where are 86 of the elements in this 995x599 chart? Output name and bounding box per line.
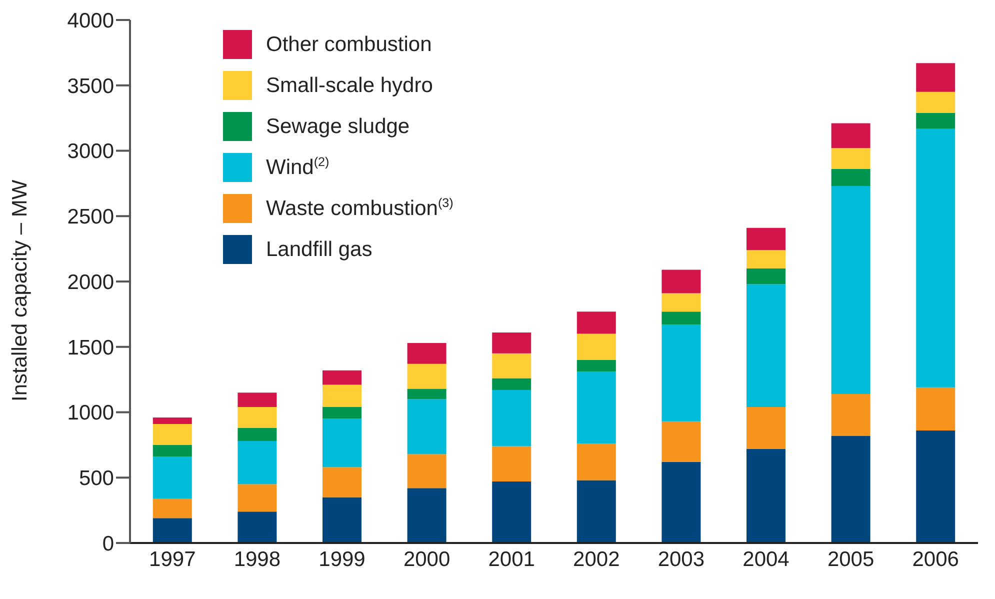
x-tick-label: 2003 — [658, 548, 705, 571]
y-tick-label: 1000 — [67, 402, 114, 425]
bar — [831, 436, 870, 543]
y-tick-label: 3000 — [67, 140, 114, 164]
bar — [238, 484, 277, 512]
bar — [831, 186, 870, 394]
bar — [916, 112, 956, 129]
bar — [238, 512, 277, 543]
bar — [746, 407, 786, 449]
x-tick-label: 2001 — [488, 548, 535, 571]
bar — [916, 128, 956, 388]
bar — [831, 394, 870, 436]
bar — [746, 228, 786, 250]
bar — [576, 480, 616, 543]
bar — [238, 407, 277, 428]
x-tick-label: 1999 — [318, 548, 366, 571]
x-tick-label: 1998 — [234, 548, 281, 571]
bar — [322, 418, 362, 468]
bar — [492, 378, 532, 390]
bar — [492, 332, 532, 354]
bar — [152, 456, 192, 499]
bar — [746, 448, 786, 543]
bar — [916, 92, 956, 113]
bar — [322, 370, 362, 385]
bar — [576, 372, 616, 444]
y-tick-label: 4000 — [67, 9, 114, 32]
bar — [152, 424, 192, 445]
bar — [831, 169, 870, 186]
bar — [152, 417, 192, 424]
bar — [662, 270, 701, 294]
bar — [407, 364, 446, 389]
bar — [322, 467, 362, 498]
x-tick-label: 2005 — [827, 548, 874, 571]
legend-label: Sewage sludge — [266, 114, 410, 138]
bar — [152, 444, 192, 457]
bar — [662, 462, 701, 543]
y-tick-label: 500 — [78, 467, 114, 490]
bar — [662, 293, 701, 312]
bar — [576, 312, 616, 334]
bar — [407, 454, 446, 488]
bar — [238, 441, 277, 484]
y-axis-title: Installed capacity – MW — [8, 180, 32, 402]
bar — [916, 63, 956, 92]
bar — [152, 518, 192, 543]
bar — [492, 353, 532, 378]
bar — [831, 123, 870, 148]
y-tick-label: 1500 — [67, 336, 114, 360]
bar — [492, 482, 532, 543]
bar — [576, 360, 616, 372]
bar — [238, 392, 277, 408]
bar — [576, 334, 616, 360]
bar — [662, 421, 701, 462]
bar — [152, 498, 192, 518]
bar — [916, 430, 956, 543]
bar — [492, 446, 532, 482]
legend-label: Landfill gas — [266, 238, 372, 260]
bar — [407, 342, 446, 364]
bar — [576, 444, 616, 480]
bar — [322, 407, 362, 419]
bar — [238, 428, 277, 442]
y-tick-label: 2500 — [67, 206, 114, 229]
bar — [322, 497, 362, 543]
bar — [407, 488, 446, 543]
y-tick-label: 0 — [102, 532, 114, 556]
bar — [916, 387, 956, 431]
bar — [662, 312, 701, 325]
x-tick-label: 1997 — [149, 548, 196, 571]
legend-label: Waste combustion$^{(3)}$ — [266, 196, 454, 220]
x-tick-label: 2002 — [573, 548, 620, 571]
legend-label: Wind$^{(2)}$ — [266, 155, 330, 179]
x-tick-label: 2000 — [403, 548, 450, 571]
bar — [662, 324, 701, 422]
legend-label: Other combustion — [266, 32, 432, 56]
x-tick-label: 2006 — [912, 548, 959, 571]
legend-label: Small-scale hydro — [266, 74, 433, 96]
bar — [831, 148, 870, 170]
y-tick-label: 2000 — [67, 270, 114, 294]
bar — [407, 399, 446, 454]
bar — [746, 268, 786, 284]
bar — [746, 250, 786, 268]
bar — [492, 390, 532, 446]
y-tick-label: 3500 — [67, 74, 114, 98]
bar — [746, 284, 786, 408]
x-tick-label: 2004 — [742, 548, 790, 571]
bar — [322, 384, 362, 408]
bar — [407, 388, 446, 400]
